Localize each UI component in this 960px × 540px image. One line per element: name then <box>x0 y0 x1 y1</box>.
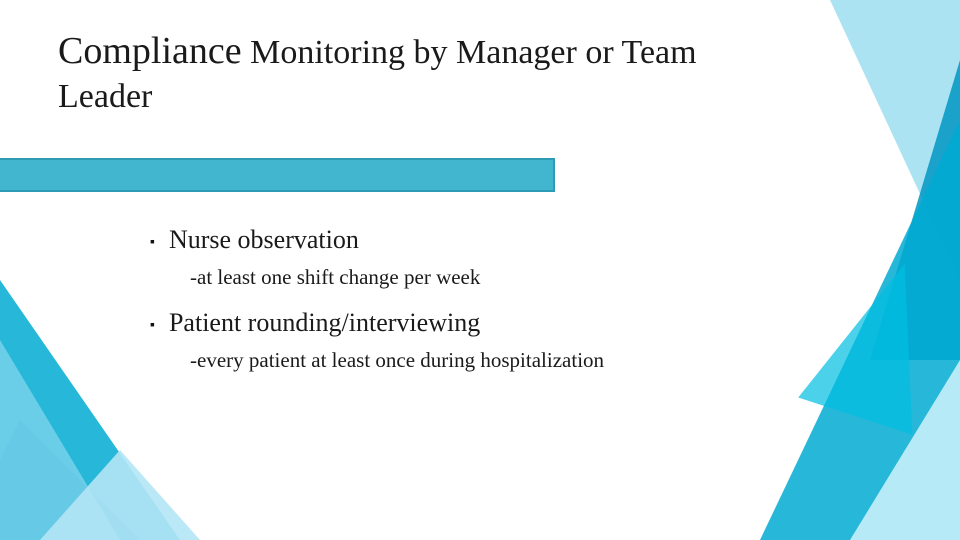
bullet-icon: ▪ <box>150 236 155 250</box>
list-item: ▪ Nurse observation -at least one shift … <box>150 225 850 290</box>
bullet-row: ▪ Patient rounding/interviewing <box>150 308 850 338</box>
slide-title: Compliance Monitoring by Manager or Team… <box>58 28 698 118</box>
item-subtext: -at least one shift change per week <box>190 265 850 290</box>
bullet-row: ▪ Nurse observation <box>150 225 850 255</box>
slide: Compliance Monitoring by Manager or Team… <box>0 0 960 540</box>
bullet-icon: ▪ <box>150 319 155 333</box>
triangle-shard <box>40 450 200 540</box>
triangle-shard <box>0 340 120 540</box>
item-title: Nurse observation <box>169 225 359 255</box>
triangle-shard <box>850 360 960 540</box>
triangle-shard <box>870 60 960 360</box>
item-subtext: -every patient at least once during hosp… <box>190 348 850 373</box>
content-area: ▪ Nurse observation -at least one shift … <box>150 225 850 391</box>
list-item: ▪ Patient rounding/interviewing -every p… <box>150 308 850 373</box>
title-underline-bar <box>0 158 555 192</box>
triangle-shard <box>0 420 140 540</box>
item-title: Patient rounding/interviewing <box>169 308 480 338</box>
